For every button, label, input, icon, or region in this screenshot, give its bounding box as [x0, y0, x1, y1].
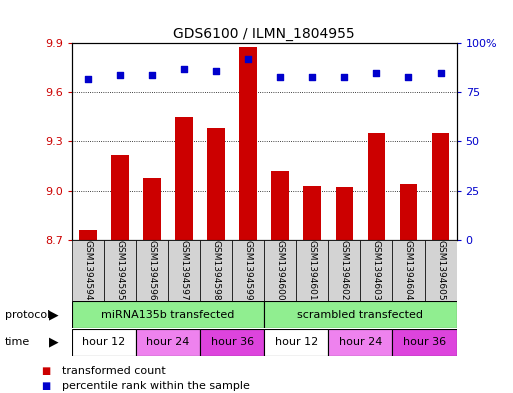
Bar [104, 240, 136, 301]
Text: percentile rank within the sample: percentile rank within the sample [62, 381, 249, 391]
Point [308, 73, 317, 80]
Bar [328, 240, 360, 301]
Text: GSM1394602: GSM1394602 [340, 240, 349, 300]
Text: scrambled transfected: scrambled transfected [298, 310, 423, 320]
Bar [79, 230, 96, 240]
Text: ■: ■ [41, 381, 50, 391]
Point [340, 73, 348, 80]
Bar [328, 329, 392, 356]
Point [116, 72, 124, 78]
Bar [72, 329, 136, 356]
Point [212, 68, 220, 74]
Point [180, 66, 188, 72]
Bar [264, 329, 328, 356]
Bar [336, 187, 353, 240]
Text: miRNA135b transfected: miRNA135b transfected [102, 310, 234, 320]
Text: time: time [5, 337, 30, 347]
Point [404, 73, 412, 80]
Text: hour 24: hour 24 [146, 337, 190, 347]
Text: ▶: ▶ [49, 336, 58, 349]
Bar [136, 329, 200, 356]
Bar [143, 178, 161, 240]
Bar [392, 240, 424, 301]
Bar [264, 301, 457, 328]
Text: hour 12: hour 12 [82, 337, 126, 347]
Bar [72, 301, 264, 328]
Point [276, 73, 284, 80]
Bar [264, 240, 296, 301]
Text: GSM1394601: GSM1394601 [308, 240, 317, 301]
Text: hour 24: hour 24 [339, 337, 382, 347]
Bar [232, 240, 264, 301]
Bar [200, 240, 232, 301]
Bar [392, 329, 457, 356]
Text: hour 36: hour 36 [403, 337, 446, 347]
Bar [207, 129, 225, 240]
Bar [136, 240, 168, 301]
Bar [304, 186, 321, 240]
Text: protocol: protocol [5, 310, 50, 320]
Text: GSM1394600: GSM1394600 [275, 240, 285, 301]
Bar [432, 133, 449, 240]
Text: GSM1394596: GSM1394596 [147, 240, 156, 301]
Point [148, 72, 156, 78]
Bar [296, 240, 328, 301]
Text: GSM1394597: GSM1394597 [180, 240, 189, 301]
Text: GSM1394595: GSM1394595 [115, 240, 125, 301]
Bar [368, 133, 385, 240]
Point [84, 75, 92, 82]
Bar [72, 240, 104, 301]
Text: GSM1394599: GSM1394599 [244, 240, 253, 301]
Bar [271, 171, 289, 240]
Text: hour 36: hour 36 [210, 337, 254, 347]
Point [372, 70, 381, 76]
Text: GSM1394605: GSM1394605 [436, 240, 445, 301]
Text: GSM1394598: GSM1394598 [211, 240, 221, 301]
Text: GSM1394604: GSM1394604 [404, 240, 413, 300]
Bar [200, 329, 264, 356]
Bar [400, 184, 417, 240]
Bar [240, 46, 257, 240]
Bar [360, 240, 392, 301]
Bar [111, 154, 129, 240]
Text: GSM1394594: GSM1394594 [83, 240, 92, 300]
Text: transformed count: transformed count [62, 366, 165, 376]
Title: GDS6100 / ILMN_1804955: GDS6100 / ILMN_1804955 [173, 27, 355, 41]
Text: hour 12: hour 12 [274, 337, 318, 347]
Text: ■: ■ [41, 366, 50, 376]
Point [437, 70, 445, 76]
Bar [168, 240, 200, 301]
Bar [424, 240, 457, 301]
Bar [175, 117, 193, 240]
Text: GSM1394603: GSM1394603 [372, 240, 381, 301]
Text: ▶: ▶ [49, 308, 58, 321]
Point [244, 56, 252, 62]
